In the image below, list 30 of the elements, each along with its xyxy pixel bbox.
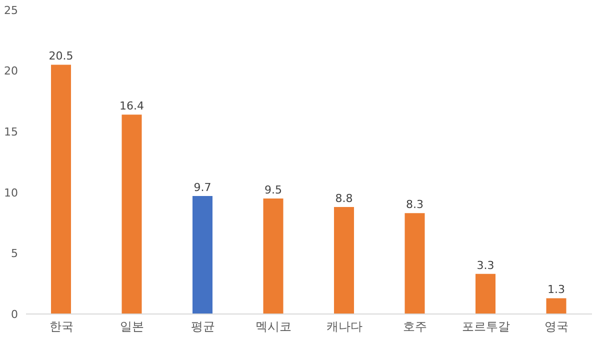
x-tick-label: 호주 bbox=[403, 320, 428, 334]
bar bbox=[334, 206, 354, 314]
x-tick-label: 캐나다 bbox=[326, 320, 362, 334]
bar bbox=[476, 274, 496, 314]
data-label: 9.5 bbox=[264, 183, 282, 196]
y-tick-label: 0 bbox=[11, 308, 18, 321]
data-label: 1.3 bbox=[548, 283, 565, 296]
data-label: 8.3 bbox=[406, 198, 424, 212]
x-tick-label: 포르투갈 bbox=[462, 320, 510, 334]
bar bbox=[51, 64, 71, 314]
y-tick-label: 25 bbox=[4, 4, 18, 17]
y-tick-label: 20 bbox=[4, 64, 18, 78]
data-label: 20.5 bbox=[48, 50, 74, 63]
y-tick-label: 10 bbox=[4, 186, 18, 200]
y-tick-label: 5 bbox=[11, 247, 18, 260]
data-label: 3.3 bbox=[476, 258, 494, 272]
data-label: 8.8 bbox=[335, 192, 353, 205]
data-label: 9.7 bbox=[194, 181, 212, 194]
x-tick-label: 일본 bbox=[120, 320, 144, 334]
bar bbox=[263, 198, 284, 314]
x-tick-label: 한국 bbox=[49, 320, 74, 334]
x-tick-label: 영국 bbox=[544, 320, 569, 334]
x-tick-label: 멕시코 bbox=[256, 320, 292, 334]
bar bbox=[122, 114, 142, 314]
data-label: 16.4 bbox=[120, 100, 144, 113]
y-tick-label: 15 bbox=[4, 126, 18, 139]
bar bbox=[546, 298, 566, 314]
x-tick-label: 평균 bbox=[190, 320, 215, 334]
bar bbox=[404, 213, 425, 314]
bar bbox=[192, 196, 212, 314]
